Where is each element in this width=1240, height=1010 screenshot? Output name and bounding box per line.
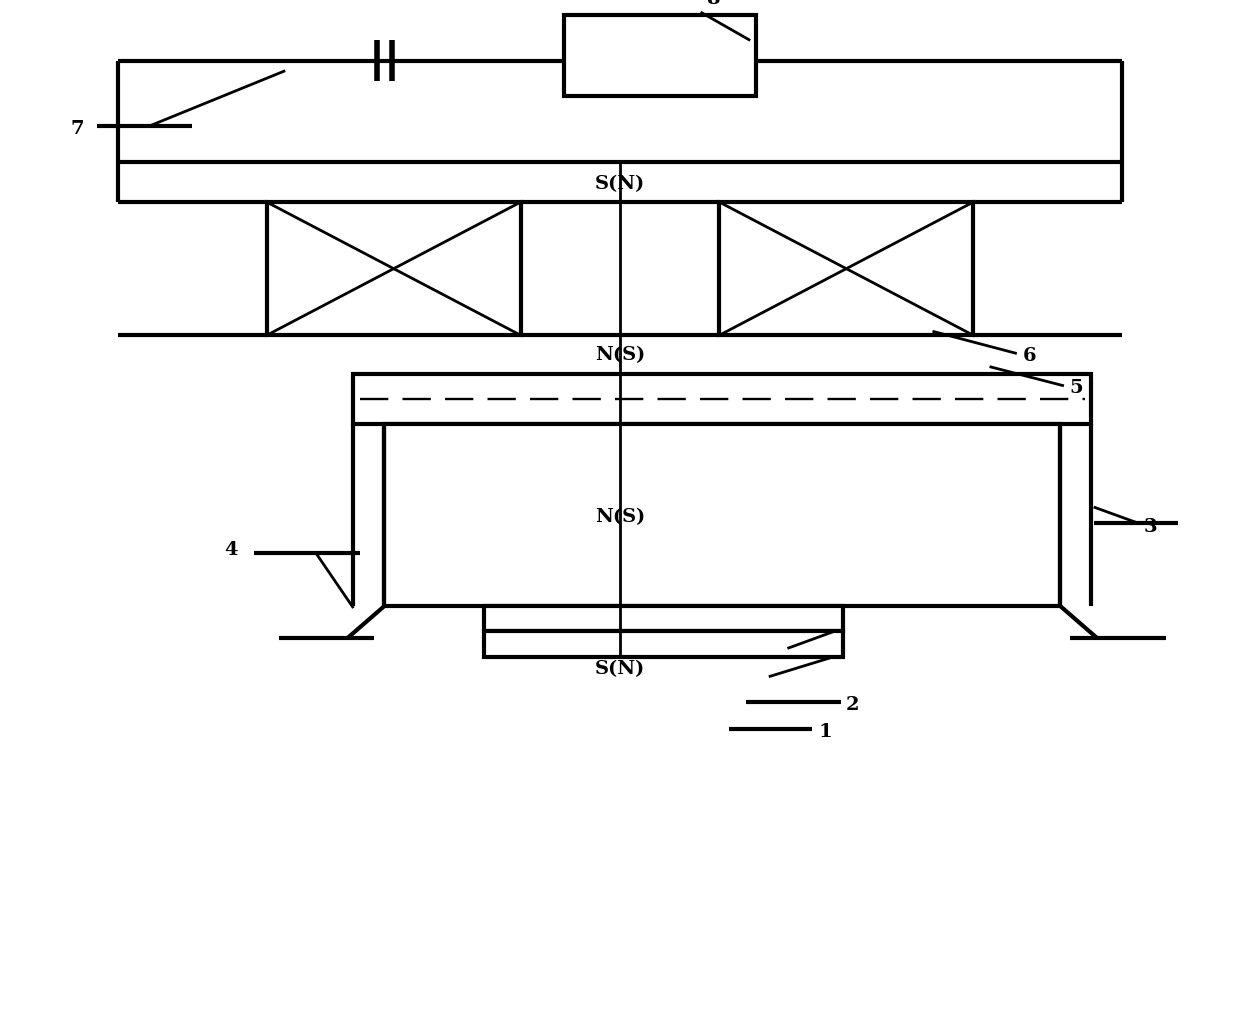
Bar: [267, 202, 521, 335]
Text: S(N): S(N): [595, 175, 645, 193]
Bar: [353, 374, 1091, 424]
Bar: [484, 606, 843, 631]
Text: S(N): S(N): [595, 660, 645, 678]
Bar: [719, 202, 973, 335]
Text: 3: 3: [1143, 518, 1157, 536]
Text: N(S): N(S): [595, 346, 645, 365]
Text: 1: 1: [818, 723, 832, 741]
Text: 4: 4: [224, 541, 238, 560]
Text: 7: 7: [71, 120, 84, 138]
Bar: [384, 424, 1060, 606]
Bar: [564, 15, 756, 96]
Text: 2: 2: [846, 696, 859, 714]
Text: N(S): N(S): [595, 508, 645, 526]
Text: 8: 8: [707, 0, 720, 8]
Bar: [484, 631, 843, 656]
Text: 6: 6: [1023, 346, 1037, 365]
Text: 5: 5: [1069, 379, 1083, 397]
